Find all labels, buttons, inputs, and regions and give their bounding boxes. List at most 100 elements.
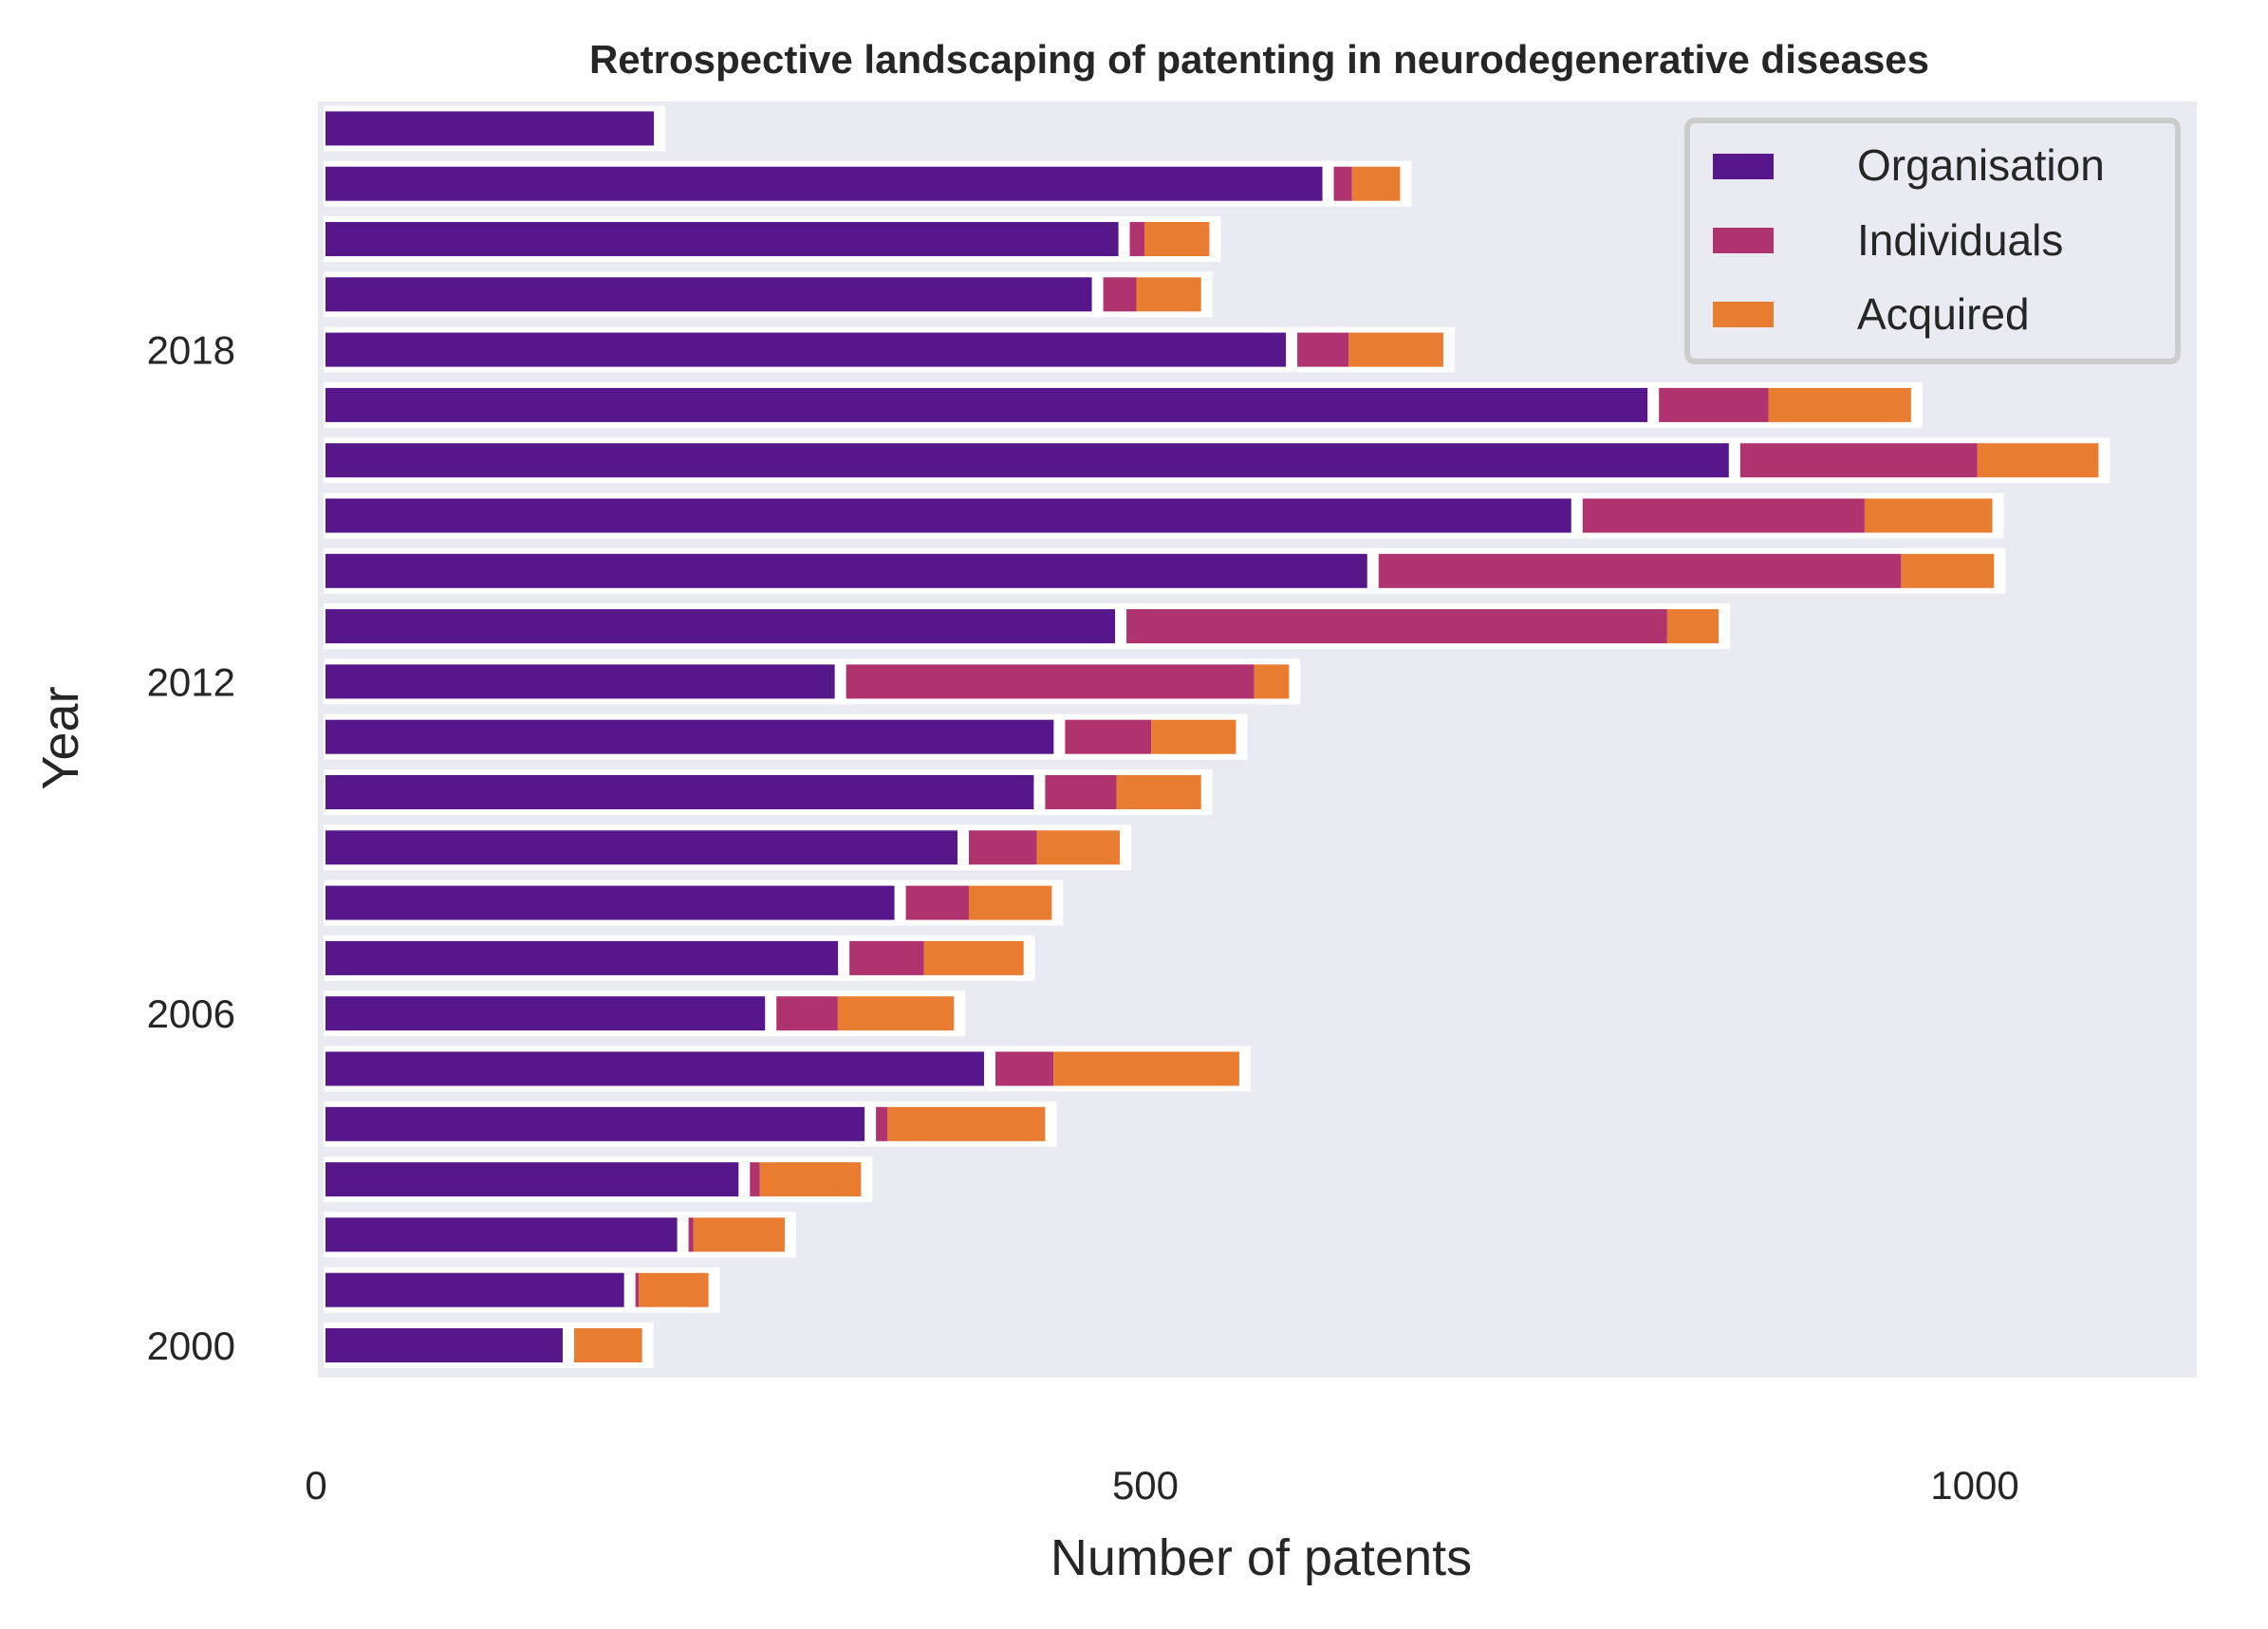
bar-individuals-2002: [689, 1217, 694, 1251]
bar-acquired-2013: [1667, 609, 1719, 643]
bar-group-2014: [324, 548, 2005, 594]
bar-individuals-2017: [1659, 388, 1768, 422]
bar-acquired-2010: [1117, 775, 1201, 809]
bar-acquired-2012: [1255, 664, 1290, 698]
bar-individuals-2018: [1297, 333, 1348, 367]
bar-organisation-2013: [325, 609, 1115, 643]
bar-group-2022: [324, 105, 665, 151]
bar-individuals-2021: [1334, 167, 1352, 201]
legend-swatch-individuals: [1713, 228, 1774, 253]
bar-acquired-2003: [760, 1162, 862, 1196]
bar-group-2019: [324, 271, 1213, 317]
bar-group-2021: [324, 161, 1411, 207]
bar-group-2002: [324, 1212, 796, 1257]
x-axis-label: Number of patents: [1050, 1529, 1472, 1586]
bar-group-2020: [324, 216, 1220, 262]
bar-acquired-2019: [1137, 277, 1201, 311]
bar-acquired-2004: [887, 1107, 1045, 1141]
bar-individuals-2004: [876, 1107, 887, 1141]
bar-group-2006: [324, 990, 965, 1036]
x-tick-label-0: 0: [305, 1463, 326, 1508]
bar-individuals-2014: [1379, 554, 1902, 588]
bar-acquired-2007: [924, 941, 1024, 975]
bar-organisation-2003: [325, 1162, 738, 1196]
bar-organisation-2005: [325, 1052, 984, 1086]
bar-acquired-2014: [1901, 554, 1994, 588]
bar-individuals-2020: [1130, 222, 1145, 256]
bar-acquired-2016: [1978, 443, 2099, 477]
bar-group-2017: [324, 382, 1923, 428]
bar-acquired-2017: [1769, 388, 1911, 422]
y-tick-label-2012: 2012: [147, 659, 235, 704]
bar-organisation-2001: [325, 1273, 624, 1307]
bar-individuals-2008: [906, 886, 969, 920]
bar-individuals-2016: [1740, 443, 1978, 477]
bar-organisation-2014: [325, 554, 1367, 588]
bar-acquired-2015: [1865, 499, 1993, 533]
bar-organisation-2015: [325, 499, 1571, 533]
bar-individuals-2005: [995, 1052, 1053, 1086]
bar-organisation-2004: [325, 1107, 864, 1141]
bar-group-2003: [324, 1157, 872, 1202]
bar-organisation-2009: [325, 830, 957, 864]
bar-individuals-2003: [750, 1162, 759, 1196]
bar-individuals-2007: [849, 941, 924, 975]
legend-label-acquired: Acquired: [1857, 289, 2030, 339]
bar-individuals-2011: [1065, 720, 1151, 754]
bar-group-2012: [324, 658, 1300, 704]
bar-individuals-2010: [1045, 775, 1116, 809]
legend-label-organisation: Organisation: [1857, 140, 2105, 190]
bar-organisation-2012: [325, 664, 835, 698]
bar-organisation-2022: [325, 111, 654, 145]
x-tick-label-500: 500: [1112, 1463, 1179, 1508]
legend-label-individuals: Individuals: [1857, 215, 2063, 265]
bar-acquired-2000: [574, 1328, 642, 1362]
bar-group-2015: [324, 493, 2004, 539]
bar-organisation-2019: [325, 277, 1092, 311]
bar-acquired-2009: [1037, 830, 1120, 864]
bar-individuals-2012: [846, 664, 1255, 698]
bar-group-2005: [324, 1046, 1251, 1092]
bar-organisation-2006: [325, 996, 765, 1030]
bar-individuals-2009: [969, 830, 1037, 864]
bar-organisation-2021: [325, 167, 1323, 201]
bar-acquired-2002: [694, 1217, 785, 1251]
bar-group-2001: [324, 1268, 720, 1313]
bar-acquired-2021: [1352, 167, 1401, 201]
bar-group-2007: [324, 935, 1035, 981]
bar-individuals-2013: [1126, 609, 1667, 643]
bar-acquired-2008: [969, 886, 1051, 920]
chart-title: Retrospective landscaping of patenting i…: [589, 37, 1929, 82]
bar-organisation-2010: [325, 775, 1033, 809]
bar-group-2013: [324, 603, 1730, 649]
bar-acquired-2020: [1144, 222, 1209, 256]
bar-group-2016: [324, 437, 2110, 483]
bar-organisation-2018: [325, 333, 1286, 367]
bar-organisation-2000: [325, 1328, 563, 1362]
x-ticks: 05001000: [305, 1463, 2018, 1508]
bar-acquired-2006: [838, 996, 954, 1030]
bar-organisation-2002: [325, 1217, 678, 1251]
bar-group-2018: [324, 327, 1455, 373]
bar-group-2008: [324, 880, 1063, 926]
bar-individuals-2015: [1583, 499, 1865, 533]
legend-swatch-acquired: [1713, 302, 1774, 327]
bar-organisation-2007: [325, 941, 838, 975]
y-tick-label-2000: 2000: [147, 1324, 235, 1368]
bar-individuals-2019: [1104, 277, 1137, 311]
bar-individuals-2001: [636, 1273, 639, 1307]
bar-acquired-2011: [1151, 720, 1236, 754]
bar-group-2010: [324, 769, 1213, 815]
bar-organisation-2020: [325, 222, 1119, 256]
bar-group-2000: [324, 1323, 654, 1368]
legend: Organisation Individuals Acquired: [1687, 120, 2178, 361]
bar-organisation-2017: [325, 388, 1647, 422]
bar-acquired-2001: [639, 1273, 708, 1307]
bar-group-2009: [324, 824, 1131, 870]
y-tick-label-2018: 2018: [147, 328, 235, 373]
y-ticks: 2000200620122018: [147, 328, 235, 1368]
legend-swatch-organisation: [1713, 154, 1774, 179]
bar-individuals-2006: [776, 996, 838, 1030]
bar-organisation-2008: [325, 886, 895, 920]
